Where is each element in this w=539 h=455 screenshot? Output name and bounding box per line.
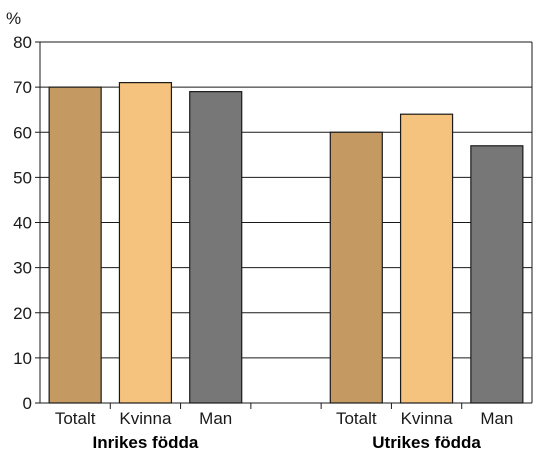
y-axis-unit-label: % — [6, 9, 21, 28]
axes — [35, 42, 532, 409]
gridlines — [40, 42, 532, 358]
x-category-label: Man — [480, 409, 513, 428]
y-tick-label: 0 — [23, 394, 32, 413]
y-tick-label: 50 — [13, 168, 32, 187]
bar — [330, 132, 382, 403]
bar — [119, 83, 171, 403]
y-tick-label: 10 — [13, 349, 32, 368]
x-category-label: Kvinna — [119, 409, 172, 428]
bars — [49, 83, 523, 403]
y-tick-label: 60 — [13, 123, 32, 142]
bar — [471, 146, 523, 403]
x-category-label: Totalt — [55, 409, 96, 428]
x-category-label: Totalt — [336, 409, 377, 428]
group-label: Inrikes födda — [93, 433, 199, 452]
bar — [49, 87, 101, 403]
y-tick-label: 40 — [13, 214, 32, 233]
bar — [401, 114, 453, 403]
group-label: Utrikes födda — [372, 433, 481, 452]
bar — [190, 92, 242, 403]
x-category-label: Kvinna — [401, 409, 454, 428]
y-tick-label: 30 — [13, 259, 32, 278]
x-category-label: Man — [199, 409, 232, 428]
y-tick-label: 20 — [13, 304, 32, 323]
y-tick-label: 80 — [13, 33, 32, 52]
y-tick-label: 70 — [13, 78, 32, 97]
